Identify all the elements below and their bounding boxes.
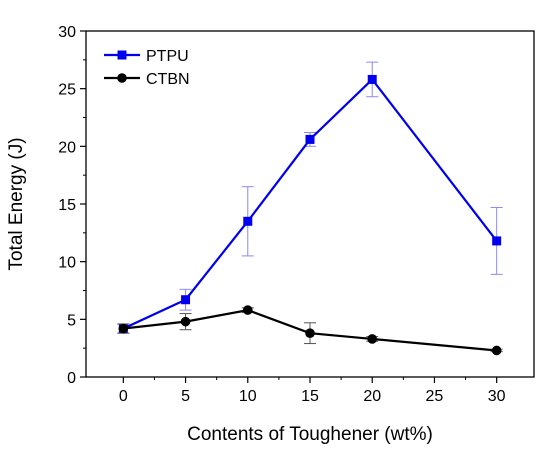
y-axis: 0 5 10 15 20 25 30 [58, 24, 86, 387]
legend-item-ptpu: PTPU [104, 48, 189, 65]
series-line-ctbn [123, 308, 497, 352]
data-point [491, 345, 502, 356]
legend-label: PTPU [146, 48, 189, 65]
x-axis: 0 5 10 15 20 25 30 [119, 377, 506, 405]
data-point [367, 334, 378, 344]
x-tick-label: 30 [488, 388, 506, 405]
data-point [367, 74, 377, 84]
data-point [242, 305, 253, 315]
data-point [243, 216, 253, 226]
legend-marker [117, 73, 127, 83]
y-tick-label: 15 [58, 197, 76, 214]
legend-label: CTBN [146, 71, 190, 88]
legend: PTPU CTBN [104, 48, 190, 88]
data-point [305, 134, 315, 144]
y-tick-label: 30 [58, 24, 76, 41]
data-point [181, 295, 191, 305]
y-tick-label: 5 [67, 312, 76, 329]
series-ptpu [117, 61, 503, 334]
data-point [492, 236, 502, 246]
y-tick-label: 25 [58, 82, 76, 99]
y-tick-label: 0 [67, 370, 76, 387]
x-axis-title: Contents of Toughener (wt%) [187, 424, 433, 445]
legend-marker [117, 50, 127, 60]
y-tick-label: 10 [58, 255, 76, 272]
x-tick-label: 10 [239, 388, 257, 405]
data-point [180, 316, 191, 327]
legend-item-ctbn: CTBN [104, 71, 190, 88]
x-tick-label: 15 [301, 388, 319, 405]
y-tick-label: 20 [58, 139, 76, 156]
series-line-ptpu [122, 77, 498, 330]
data-point [305, 328, 315, 338]
series-layer [117, 61, 503, 356]
x-tick-label: 5 [181, 388, 190, 405]
x-tick-label: 0 [119, 388, 128, 405]
data-point [118, 323, 129, 334]
y-axis-title: Total Energy (J) [6, 137, 27, 270]
series-ctbn [117, 305, 503, 356]
x-tick-label: 20 [363, 388, 381, 405]
x-tick-label: 25 [426, 388, 444, 405]
